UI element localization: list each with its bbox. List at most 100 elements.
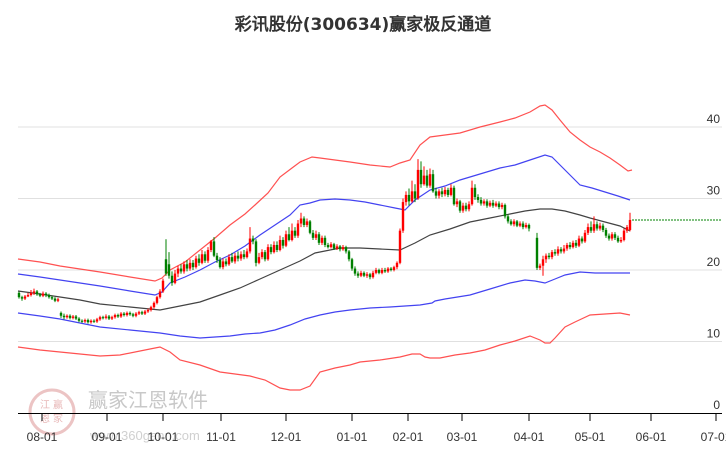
- grid-lines: [18, 126, 722, 342]
- candle-down: [350, 259, 354, 269]
- candle-up: [245, 251, 249, 258]
- candle-up: [380, 270, 384, 273]
- candle-down: [287, 234, 291, 240]
- candle-down: [589, 227, 593, 231]
- candle-up: [592, 224, 596, 231]
- candle-down: [20, 297, 24, 299]
- candle-up: [467, 204, 471, 210]
- candle-down: [389, 268, 393, 270]
- candle-down: [74, 316, 78, 319]
- candle-down: [338, 246, 342, 250]
- y-tick-label: 0: [713, 398, 720, 412]
- candle-up: [404, 194, 408, 203]
- candle-up: [239, 254, 243, 259]
- x-tick-label: 03-01: [447, 430, 478, 444]
- candle-down: [344, 247, 348, 252]
- candle-down: [535, 237, 539, 268]
- candle-down: [92, 320, 96, 322]
- candle-up: [209, 241, 213, 250]
- candle-up: [95, 319, 99, 322]
- candle-up: [541, 259, 545, 266]
- watermark-seal-char: 恩: [40, 413, 50, 425]
- x-tick-label: 11-01: [206, 430, 236, 444]
- candle-down: [464, 205, 468, 210]
- candle-down: [77, 318, 81, 321]
- x-tick-label: 04-01: [514, 430, 545, 444]
- candle-up: [158, 291, 162, 298]
- candle-up: [622, 230, 626, 240]
- candle-up: [182, 264, 186, 272]
- y-tick-label: 20: [707, 255, 721, 269]
- candle-up: [272, 244, 276, 253]
- candle-up: [119, 313, 123, 317]
- candle-down: [215, 255, 219, 260]
- candle-down: [515, 221, 519, 226]
- candle-up: [221, 261, 225, 268]
- candle-up: [544, 255, 548, 260]
- candle-up: [598, 225, 602, 229]
- candle-up: [56, 299, 60, 301]
- candle-up: [143, 311, 147, 314]
- candle-down: [323, 237, 327, 245]
- candle-up: [155, 297, 159, 303]
- watermark-seal-char: 家: [53, 412, 63, 425]
- candle-down: [458, 201, 462, 211]
- candle-down: [107, 316, 111, 319]
- x-tick-label: 10-01: [148, 430, 179, 444]
- candle-up: [89, 320, 93, 323]
- candle-down: [485, 201, 489, 206]
- candle-up: [455, 201, 459, 205]
- candle-down: [317, 234, 321, 243]
- candle-up: [500, 204, 504, 208]
- candle-up: [392, 267, 396, 270]
- candle-down: [595, 224, 599, 229]
- candle-down: [302, 218, 306, 225]
- candle-down: [503, 204, 507, 217]
- candle-down: [17, 292, 21, 298]
- candle-up: [152, 302, 156, 308]
- candle-up: [314, 234, 318, 238]
- candle-up: [98, 317, 102, 320]
- candle-up: [278, 239, 282, 250]
- x-tick-label: 12-01: [271, 430, 302, 444]
- candle-down: [281, 239, 285, 246]
- candle-up: [134, 313, 138, 316]
- candle-down: [218, 259, 222, 268]
- candle-down: [326, 244, 330, 248]
- y-tick-label: 10: [707, 327, 721, 341]
- candle-up: [329, 244, 333, 248]
- candle-down: [446, 189, 450, 195]
- candle-up: [550, 252, 554, 258]
- candle-down: [431, 174, 435, 192]
- candle-up: [260, 252, 264, 258]
- candle-down: [377, 270, 381, 273]
- candle-down: [50, 297, 54, 299]
- candle-down: [434, 191, 438, 196]
- watermark-seal-char: 江: [40, 399, 50, 411]
- x-tick-label: 06-01: [636, 430, 667, 444]
- candle-down: [275, 244, 279, 250]
- candle-down: [179, 268, 183, 272]
- candle-down: [479, 199, 483, 204]
- candle-up: [65, 315, 69, 318]
- candle-down: [601, 225, 605, 230]
- candle-up: [233, 255, 237, 262]
- candle-up: [494, 203, 498, 206]
- candle-down: [497, 203, 501, 208]
- candle-up: [577, 238, 581, 246]
- candle-up: [83, 320, 87, 322]
- candle-down: [128, 312, 132, 315]
- candle-up: [401, 202, 405, 231]
- candle-down: [440, 191, 444, 195]
- candle-down: [230, 257, 234, 262]
- candle-up: [562, 248, 566, 252]
- x-tick-label: 01-01: [337, 430, 368, 444]
- candle-up: [556, 249, 560, 254]
- candle-up: [104, 316, 108, 318]
- candle-up: [565, 244, 569, 249]
- watermark-url: www.360gann.com: [89, 428, 200, 443]
- candle-up: [470, 187, 474, 205]
- candle-up: [625, 227, 629, 231]
- candle-up: [146, 310, 150, 312]
- candle-down: [473, 187, 477, 198]
